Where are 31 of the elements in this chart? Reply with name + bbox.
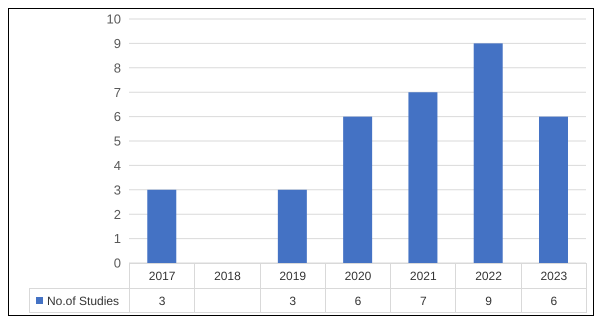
x-tick-label: 2019	[260, 263, 326, 288]
x-tick-label: 2020	[324, 263, 392, 288]
bar	[343, 116, 372, 263]
table-cell: 3	[260, 288, 326, 313]
legend-label: No.of Studies	[29, 288, 130, 313]
y-tick-label: 10	[106, 12, 121, 27]
bar	[408, 92, 438, 263]
y-tick-label: 2	[114, 206, 121, 222]
y-tick-label: 0	[114, 256, 121, 271]
y-tick-label: 6	[114, 109, 121, 124]
y-tick-label: 5	[114, 134, 121, 149]
x-tick-label: 2022	[455, 263, 522, 288]
table-cell: 6	[520, 288, 587, 313]
y-tick-label: 8	[114, 60, 121, 76]
y-tick-label: 1	[114, 231, 121, 246]
x-tick-label: 2017	[129, 263, 196, 288]
y-tick-label: 4	[114, 158, 121, 174]
table-cell: 3	[129, 288, 196, 313]
bar	[147, 190, 176, 263]
x-tick-label: 2018	[194, 263, 261, 288]
table-cell: 6	[324, 288, 392, 313]
bar	[474, 43, 503, 263]
bar	[538, 116, 568, 263]
bar	[278, 190, 307, 263]
y-tick-label: 9	[114, 36, 121, 52]
x-tick-label: 2021	[390, 263, 456, 288]
y-tick-label: 3	[114, 182, 121, 198]
y-tick-label: 7	[114, 84, 121, 100]
x-tick-label: 2023	[520, 263, 587, 288]
table-cell: 9	[455, 288, 522, 313]
table-cell: 7	[390, 288, 456, 313]
